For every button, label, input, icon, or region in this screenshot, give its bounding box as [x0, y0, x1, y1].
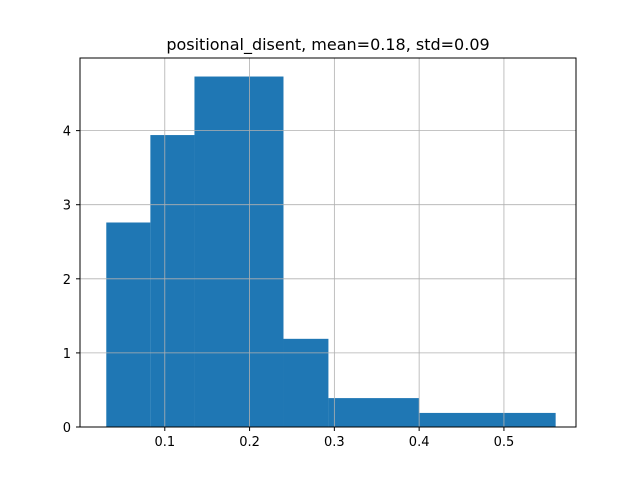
histogram-bar-6 — [419, 412, 556, 427]
x-tick-label-2: 0.2 — [239, 435, 260, 450]
axes-frame — [79, 57, 577, 428]
x-tick-label-5: 0.5 — [494, 435, 515, 450]
y-tick-label-1: 0 — [63, 421, 71, 436]
histogram-bar-3 — [194, 76, 284, 427]
plot-area: 0.1 0.2 0.3 0.4 0.5 0 1 2 3 4 — [63, 57, 577, 450]
histogram-bar-1 — [106, 222, 151, 427]
y-tick-label-5: 4 — [63, 125, 71, 140]
y-tick-label-3: 2 — [63, 273, 71, 288]
histogram-bar-2 — [150, 135, 195, 427]
histogram-bar-4 — [283, 338, 329, 427]
histogram-bar-5 — [328, 398, 420, 427]
x-tick-label-1: 0.1 — [154, 435, 175, 450]
x-tick-label-4: 0.4 — [409, 435, 430, 450]
x-tick-label-3: 0.3 — [324, 435, 345, 450]
y-tick-label-4: 3 — [63, 199, 71, 214]
chart-title: positional_disent, mean=0.18, std=0.09 — [166, 35, 489, 55]
y-tick-label-2: 1 — [63, 347, 71, 362]
